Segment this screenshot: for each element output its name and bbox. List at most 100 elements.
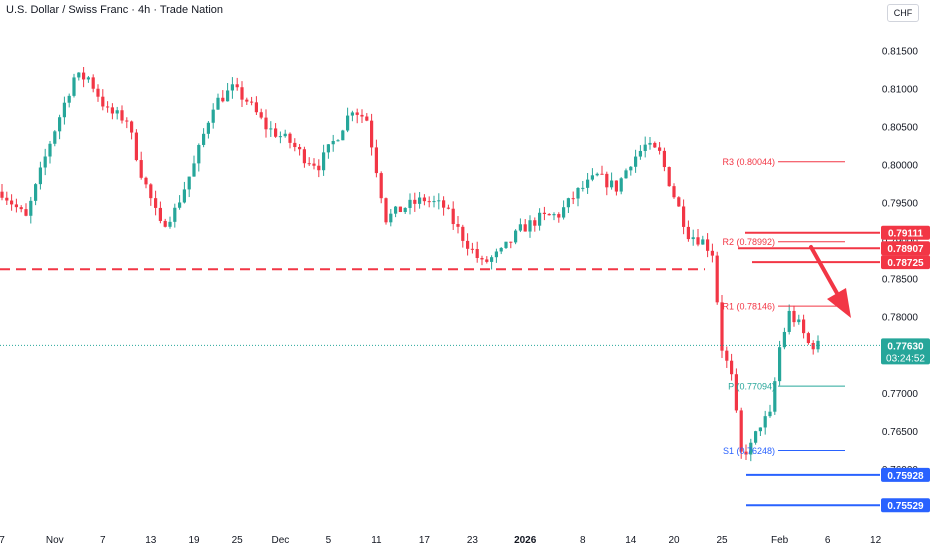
- y-tick-label: 0.78000: [882, 313, 919, 324]
- x-tick-label: 25: [232, 535, 244, 546]
- candle-body: [197, 144, 201, 164]
- candle-body: [154, 198, 158, 208]
- candle-body: [744, 451, 748, 455]
- candle-body: [778, 347, 782, 382]
- y-tick-label: 0.77000: [882, 389, 919, 400]
- candle-body: [10, 200, 14, 205]
- candle-body: [96, 88, 100, 97]
- candle-body: [749, 442, 753, 455]
- candle-body: [451, 208, 455, 225]
- candle-body: [302, 149, 306, 164]
- candle-body: [134, 132, 138, 161]
- candle-body: [182, 189, 186, 203]
- x-tick-label: Feb: [771, 535, 789, 546]
- levels: [0, 231, 880, 507]
- candle-body: [427, 201, 431, 203]
- candle-body: [67, 95, 71, 103]
- x-axis[interactable]: 7 Nov 7 13 19 25 Dec 5 11 17 23 2026 8 14 20 25 Feb 6 12: [0, 535, 882, 546]
- candle-body: [168, 221, 172, 227]
- candle-body: [499, 247, 503, 252]
- candle-body: [101, 96, 105, 107]
- candle-body: [53, 131, 57, 144]
- candle-body: [240, 87, 244, 100]
- candle-body: [29, 200, 33, 216]
- candle-body: [552, 214, 556, 216]
- candle-body: [461, 226, 465, 241]
- candle-body: [62, 102, 66, 118]
- candle-body: [254, 102, 258, 113]
- candle-body: [470, 248, 474, 250]
- candle-body: [667, 167, 671, 187]
- candle-body: [696, 237, 700, 245]
- candle-body: [437, 200, 441, 202]
- countdown-label: 03:24:52: [886, 353, 925, 364]
- level-price-label: 0.75928: [887, 471, 924, 482]
- pivot-label: R1 (0.78146): [722, 302, 775, 312]
- candle-body: [533, 220, 537, 226]
- candle-body: [806, 333, 810, 343]
- x-tick-label: 25: [716, 535, 728, 546]
- candle-body: [648, 142, 652, 145]
- candle-body: [797, 319, 801, 323]
- candle-body: [187, 176, 191, 190]
- candle-body: [408, 199, 412, 208]
- candle-body: [307, 163, 311, 165]
- candle-body: [523, 224, 527, 232]
- candle-body: [518, 224, 522, 231]
- x-tick-label: 14: [625, 535, 637, 546]
- candle-body: [706, 239, 710, 251]
- x-tick-label: 7: [100, 535, 106, 546]
- candle-body: [624, 170, 628, 179]
- candle-body: [480, 258, 484, 260]
- candle-body: [595, 173, 599, 176]
- candle-body: [446, 207, 450, 209]
- x-tick-label: 7: [0, 535, 5, 546]
- arrow-head: [827, 288, 851, 318]
- candle-body: [816, 340, 820, 350]
- candle-body: [590, 175, 594, 180]
- candle-body: [418, 197, 422, 204]
- arrow-shaft: [809, 245, 840, 297]
- candle-body: [72, 77, 76, 96]
- candle-body: [672, 186, 676, 198]
- chart-title: U.S. Dollar / Swiss Franc · 4h · Trade N…: [6, 4, 224, 16]
- candle-body: [91, 77, 95, 89]
- candle-body: [432, 201, 436, 203]
- candle-body: [677, 197, 681, 207]
- candle-body: [614, 180, 618, 192]
- candle-body: [773, 381, 777, 412]
- x-tick-label: 2026: [514, 535, 537, 546]
- level-price-label: 0.75529: [887, 501, 924, 512]
- candle-body: [110, 107, 114, 114]
- candle-body: [629, 166, 633, 171]
- candle-body: [163, 220, 167, 227]
- candle-body: [34, 184, 38, 201]
- candle-body: [686, 226, 690, 240]
- candle-body: [394, 206, 398, 214]
- candle-body: [350, 112, 354, 116]
- candle-body: [192, 163, 196, 177]
- candle-body: [360, 114, 364, 117]
- pivot-label: S1 (0.76248): [723, 446, 775, 456]
- pivot-label: R2 (0.78992): [722, 237, 775, 247]
- candle-body: [638, 150, 642, 157]
- candle-body: [802, 319, 806, 334]
- candle-body: [662, 150, 666, 168]
- candle-body: [48, 143, 52, 157]
- candle-body: [758, 427, 762, 432]
- candle-body: [509, 241, 513, 243]
- pivot-label: P (0.77094): [728, 382, 775, 392]
- candle-body: [139, 160, 143, 178]
- candle-body: [403, 207, 407, 213]
- candle-body: [730, 360, 734, 375]
- currency-button[interactable]: CHF: [887, 4, 919, 22]
- candle-body: [365, 116, 369, 121]
- candle-body: [715, 255, 719, 303]
- candle-body: [634, 156, 638, 167]
- candle-body: [245, 99, 249, 102]
- candle-body: [269, 128, 273, 130]
- candle-body: [600, 173, 604, 175]
- candle-body: [557, 214, 561, 218]
